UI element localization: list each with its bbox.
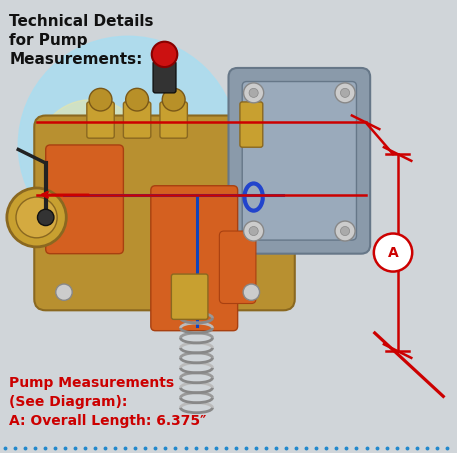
Circle shape (37, 100, 146, 208)
Circle shape (37, 209, 54, 226)
Text: Technical Details
for Pump
Measurements:: Technical Details for Pump Measurements: (9, 14, 154, 67)
Circle shape (162, 88, 185, 111)
Circle shape (89, 88, 112, 111)
Circle shape (249, 226, 258, 236)
FancyBboxPatch shape (87, 102, 114, 138)
FancyBboxPatch shape (153, 61, 176, 93)
Circle shape (243, 284, 260, 300)
FancyBboxPatch shape (171, 274, 208, 319)
Circle shape (335, 221, 355, 241)
FancyBboxPatch shape (151, 186, 238, 331)
FancyBboxPatch shape (228, 68, 370, 254)
Circle shape (126, 88, 149, 111)
FancyBboxPatch shape (240, 102, 263, 147)
Circle shape (152, 42, 177, 67)
Circle shape (16, 197, 57, 238)
Circle shape (374, 233, 412, 271)
FancyBboxPatch shape (123, 102, 151, 138)
Circle shape (244, 83, 264, 103)
FancyBboxPatch shape (219, 231, 256, 304)
Circle shape (335, 83, 355, 103)
Circle shape (244, 221, 264, 241)
Circle shape (340, 88, 350, 97)
Circle shape (7, 188, 66, 247)
Circle shape (340, 226, 350, 236)
FancyBboxPatch shape (46, 145, 123, 254)
FancyBboxPatch shape (242, 82, 356, 240)
FancyBboxPatch shape (34, 116, 295, 310)
FancyBboxPatch shape (160, 102, 187, 138)
Circle shape (249, 88, 258, 97)
Text: A: A (388, 246, 399, 260)
Circle shape (56, 284, 72, 300)
Circle shape (18, 36, 238, 254)
Text: Pump Measurements
(See Diagram):
A: Overall Length: 6.375″: Pump Measurements (See Diagram): A: Over… (9, 376, 207, 428)
